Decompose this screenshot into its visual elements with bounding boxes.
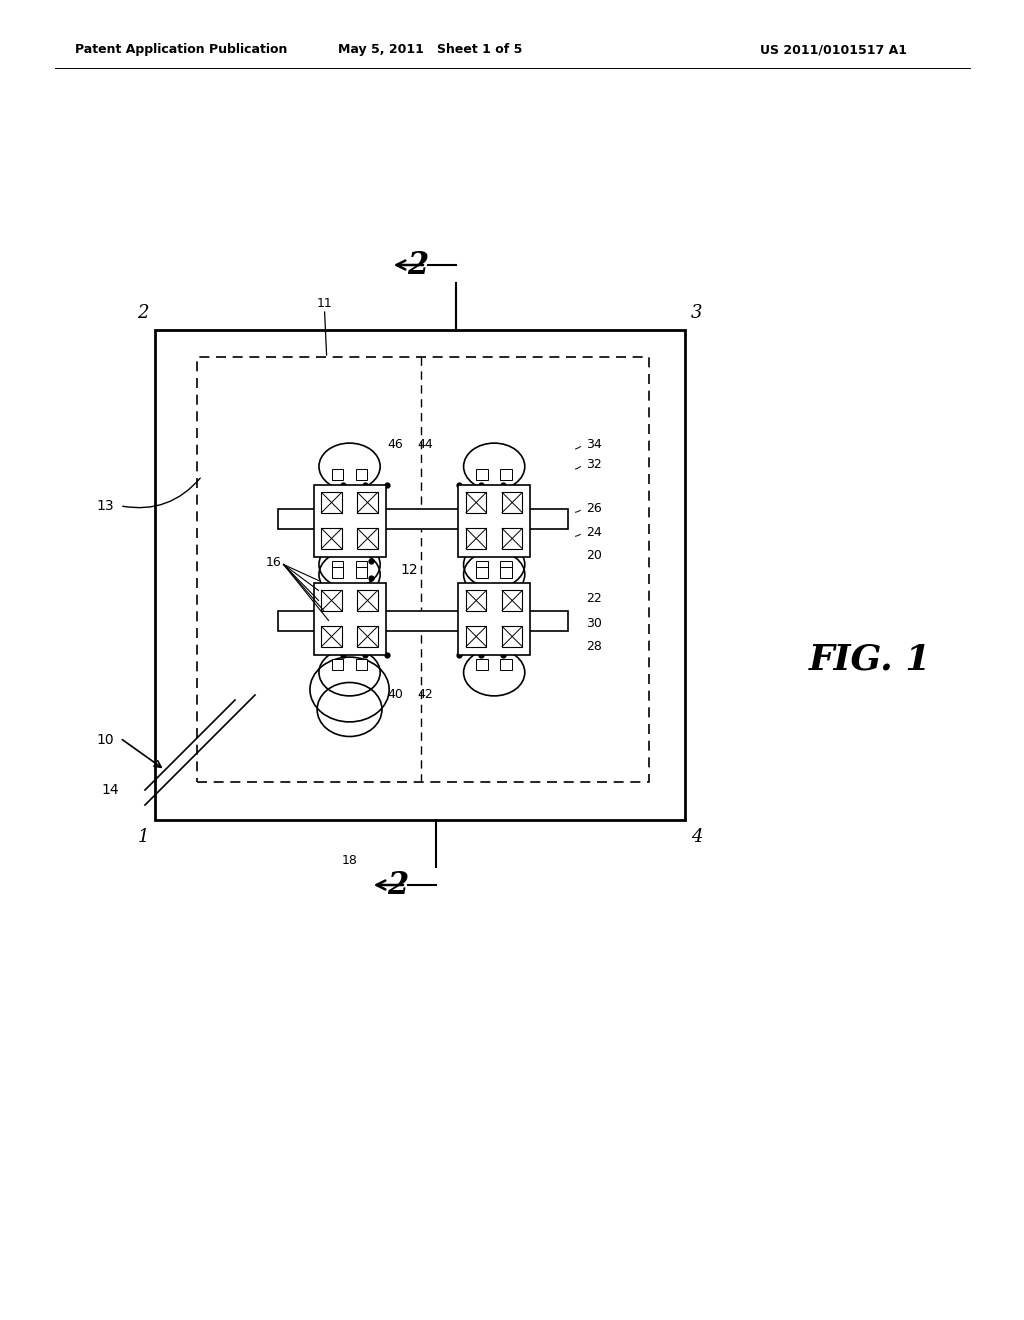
Text: 26: 26 bbox=[586, 502, 601, 515]
Bar bbox=[313, 484, 386, 557]
Bar bbox=[279, 610, 567, 631]
Bar bbox=[476, 566, 488, 578]
Bar bbox=[355, 561, 368, 573]
Text: 18: 18 bbox=[342, 854, 357, 866]
Bar bbox=[466, 590, 486, 611]
Bar bbox=[458, 484, 530, 557]
Text: 20: 20 bbox=[586, 549, 601, 562]
Bar bbox=[502, 627, 522, 647]
Bar bbox=[476, 561, 488, 573]
Text: Patent Application Publication: Patent Application Publication bbox=[75, 44, 288, 57]
Bar bbox=[313, 582, 386, 655]
Text: 11: 11 bbox=[316, 297, 333, 310]
Text: US 2011/0101517 A1: US 2011/0101517 A1 bbox=[760, 44, 907, 57]
Bar bbox=[322, 590, 342, 611]
Bar bbox=[322, 492, 342, 512]
Text: 30: 30 bbox=[586, 616, 601, 630]
Text: 14: 14 bbox=[101, 783, 119, 797]
Bar bbox=[279, 508, 567, 528]
Text: 24: 24 bbox=[586, 525, 601, 539]
Bar bbox=[355, 659, 368, 671]
Text: 2: 2 bbox=[408, 249, 428, 281]
Text: 22: 22 bbox=[586, 591, 601, 605]
Bar bbox=[332, 566, 343, 578]
Bar bbox=[332, 561, 343, 573]
Bar bbox=[501, 566, 512, 578]
Bar bbox=[502, 590, 522, 611]
Bar bbox=[458, 582, 530, 655]
Text: May 5, 2011   Sheet 1 of 5: May 5, 2011 Sheet 1 of 5 bbox=[338, 44, 522, 57]
Bar bbox=[355, 469, 368, 480]
Bar bbox=[502, 492, 522, 512]
Bar bbox=[357, 627, 378, 647]
Bar bbox=[155, 330, 685, 820]
Bar bbox=[501, 659, 512, 671]
Bar bbox=[197, 356, 649, 781]
Text: 32: 32 bbox=[586, 458, 601, 471]
Bar bbox=[466, 627, 486, 647]
Bar bbox=[322, 528, 342, 549]
Text: 44: 44 bbox=[418, 438, 433, 451]
Bar bbox=[332, 659, 343, 671]
Bar bbox=[357, 590, 378, 611]
Bar bbox=[501, 561, 512, 573]
Text: FIG. 1: FIG. 1 bbox=[809, 643, 931, 677]
Text: 42: 42 bbox=[418, 688, 433, 701]
Text: 12: 12 bbox=[400, 562, 419, 577]
Text: 34: 34 bbox=[586, 438, 601, 451]
Bar bbox=[466, 492, 486, 512]
Text: 4: 4 bbox=[691, 828, 702, 846]
Bar bbox=[476, 469, 488, 480]
Text: 2: 2 bbox=[387, 870, 409, 900]
Bar bbox=[322, 627, 342, 647]
Text: 3: 3 bbox=[691, 304, 702, 322]
Bar bbox=[501, 469, 512, 480]
Text: 1: 1 bbox=[137, 828, 148, 846]
Text: 2: 2 bbox=[137, 304, 148, 322]
Bar bbox=[332, 469, 343, 480]
Text: 10: 10 bbox=[96, 733, 114, 747]
Bar bbox=[502, 528, 522, 549]
Text: 28: 28 bbox=[586, 640, 601, 653]
Bar bbox=[355, 566, 368, 578]
Text: 40: 40 bbox=[388, 688, 403, 701]
Text: 46: 46 bbox=[388, 438, 403, 451]
Bar bbox=[466, 528, 486, 549]
Bar bbox=[476, 659, 488, 671]
Text: 13: 13 bbox=[96, 499, 114, 512]
Text: 16: 16 bbox=[265, 556, 282, 569]
Bar bbox=[357, 492, 378, 512]
Bar bbox=[357, 528, 378, 549]
